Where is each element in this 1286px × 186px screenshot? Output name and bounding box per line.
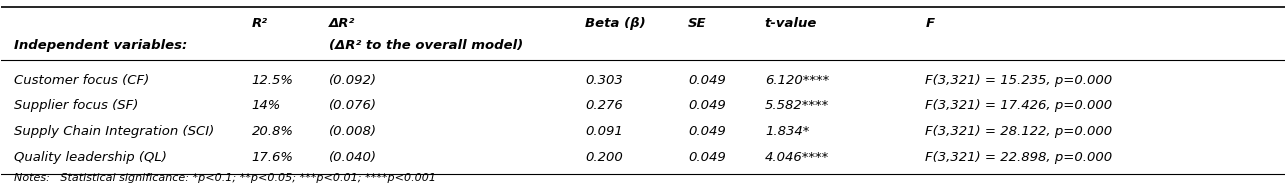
Text: 14%: 14% — [252, 99, 282, 112]
Text: F: F — [926, 17, 935, 30]
Text: t-value: t-value — [765, 17, 818, 30]
Text: ΔR²: ΔR² — [329, 17, 355, 30]
Text: 1.834*: 1.834* — [765, 125, 809, 138]
Text: 6.120****: 6.120**** — [765, 74, 829, 87]
Text: (0.076): (0.076) — [329, 99, 377, 112]
Text: Beta (β): Beta (β) — [585, 17, 646, 30]
Text: 4.046****: 4.046**** — [765, 151, 829, 164]
Text: (0.008): (0.008) — [329, 125, 377, 138]
Text: Independent variables:: Independent variables: — [14, 39, 188, 52]
Text: (0.040): (0.040) — [329, 151, 377, 164]
Text: Notes:   Statistical significance: *p<0.1; **p<0.05; ***p<0.01; ****p<0.001: Notes: Statistical significance: *p<0.1;… — [14, 173, 436, 183]
Text: (0.092): (0.092) — [329, 74, 377, 87]
Text: 0.276: 0.276 — [585, 99, 622, 112]
Text: 0.303: 0.303 — [585, 74, 622, 87]
Text: 0.049: 0.049 — [688, 99, 725, 112]
Text: 0.049: 0.049 — [688, 74, 725, 87]
Text: 0.049: 0.049 — [688, 125, 725, 138]
Text: 17.6%: 17.6% — [252, 151, 293, 164]
Text: 12.5%: 12.5% — [252, 74, 293, 87]
Text: 20.8%: 20.8% — [252, 125, 293, 138]
Text: Supplier focus (SF): Supplier focus (SF) — [14, 99, 139, 112]
Text: 5.582****: 5.582**** — [765, 99, 829, 112]
Text: (ΔR² to the overall model): (ΔR² to the overall model) — [329, 39, 522, 52]
Text: F(3,321) = 22.898, p=0.000: F(3,321) = 22.898, p=0.000 — [926, 151, 1112, 164]
Text: R²: R² — [252, 17, 267, 30]
Text: 0.200: 0.200 — [585, 151, 622, 164]
Text: 0.091: 0.091 — [585, 125, 622, 138]
Text: Customer focus (CF): Customer focus (CF) — [14, 74, 149, 87]
Text: Supply Chain Integration (SCI): Supply Chain Integration (SCI) — [14, 125, 215, 138]
Text: F(3,321) = 17.426, p=0.000: F(3,321) = 17.426, p=0.000 — [926, 99, 1112, 112]
Text: F(3,321) = 15.235, p=0.000: F(3,321) = 15.235, p=0.000 — [926, 74, 1112, 87]
Text: F(3,321) = 28.122, p=0.000: F(3,321) = 28.122, p=0.000 — [926, 125, 1112, 138]
Text: SE: SE — [688, 17, 706, 30]
Text: Quality leadership (QL): Quality leadership (QL) — [14, 151, 167, 164]
Text: 0.049: 0.049 — [688, 151, 725, 164]
